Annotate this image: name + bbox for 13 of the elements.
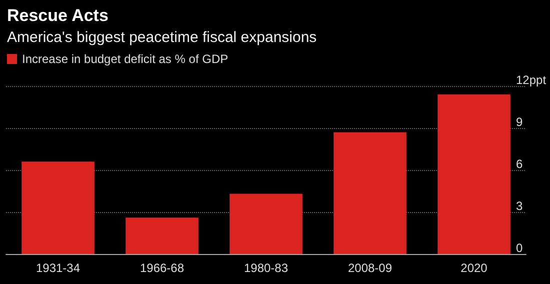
- y-tick-label: 6: [516, 157, 523, 171]
- y-tick-label: 0: [516, 241, 523, 255]
- y-tick-label: 3: [516, 199, 523, 213]
- x-tick-label: 2020: [460, 261, 488, 275]
- x-tick-label: 2008-09: [348, 261, 392, 275]
- chart-title: Rescue Acts: [7, 6, 108, 25]
- chart-subtitle: America's biggest peacetime fiscal expansions: [7, 29, 317, 46]
- y-tick-label: 12ppt: [516, 73, 547, 87]
- y-tick-label: 9: [516, 115, 523, 129]
- x-tick-label: 1966-68: [140, 261, 184, 275]
- x-tick-label: 1931-34: [36, 261, 80, 275]
- legend-label: Increase in budget deficit as % of GDP: [22, 52, 228, 66]
- x-tick-label: 1980-83: [244, 261, 288, 275]
